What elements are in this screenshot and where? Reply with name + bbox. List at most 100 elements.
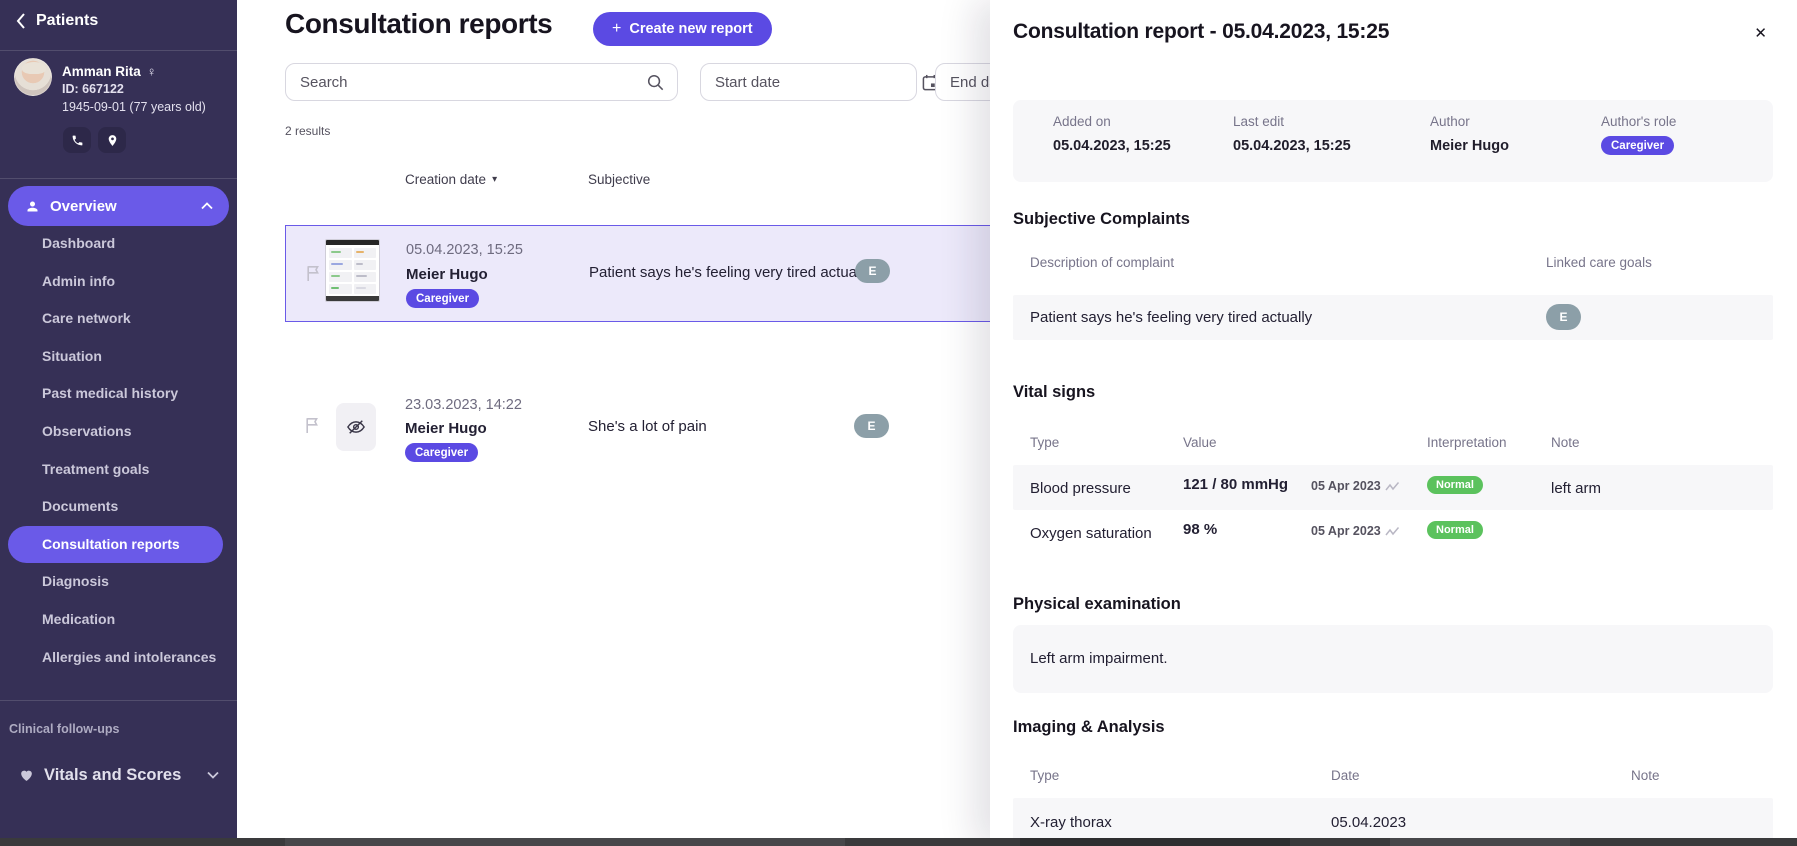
create-new-report-button[interactable]: + Create new report — [593, 12, 772, 46]
sidebar-divider — [0, 700, 237, 701]
patient-avatar — [14, 58, 52, 96]
interpretation-badge: Normal — [1427, 521, 1483, 539]
report-subjective: Patient says he's feeling very tired act… — [589, 264, 872, 281]
report-thumbnail — [325, 239, 380, 302]
flag-icon[interactable] — [305, 417, 319, 434]
trend-sparkline-icon[interactable] — [1385, 481, 1400, 492]
heart-icon — [21, 770, 32, 781]
sidebar-divider — [0, 178, 237, 179]
value-column-header: Value — [1183, 435, 1217, 450]
care-goal-badge: E — [854, 414, 889, 438]
imaging-type: X-ray thorax — [1030, 814, 1112, 831]
person-icon — [27, 201, 38, 211]
added-on-label: Added on — [1053, 114, 1111, 129]
sidebar-divider — [0, 50, 237, 51]
start-date-input[interactable] — [701, 73, 922, 91]
flag-icon[interactable] — [306, 265, 320, 282]
column-header-creation-date[interactable]: Creation date ▾ — [405, 172, 497, 187]
patient-id: ID: 667122 — [62, 82, 124, 96]
search-field — [285, 63, 678, 101]
female-icon: ♀ — [146, 64, 157, 79]
subjective-complaints-table: Description of complaint Linked care goa… — [1013, 255, 1773, 340]
date-column-header: Date — [1331, 768, 1360, 783]
vital-date: 05 Apr 2023 — [1311, 524, 1400, 538]
vitals-and-scores-label: Vitals and Scores — [44, 765, 182, 784]
search-input[interactable] — [286, 73, 647, 91]
location-pin-icon — [108, 134, 116, 146]
sidebar-item-allergies[interactable]: Allergies and intolerances — [42, 648, 217, 665]
interpretation-column-header: Interpretation — [1427, 435, 1507, 450]
back-label: Patients — [36, 12, 99, 29]
sidebar-item-past-medical-history[interactable]: Past medical history — [42, 385, 179, 402]
taskbar-segment — [1390, 838, 1570, 846]
report-date: 23.03.2023, 14:22 — [405, 397, 522, 413]
linked-care-goals-column-header: Linked care goals — [1546, 255, 1652, 270]
sidebar-item-admin-info[interactable]: Admin info — [42, 272, 116, 289]
sidebar-item-care-network[interactable]: Care network — [42, 310, 131, 327]
back-to-patients[interactable]: Patients — [16, 12, 98, 30]
location-button[interactable] — [98, 127, 126, 153]
sidebar-item-observations[interactable]: Observations — [42, 422, 132, 439]
report-author: Meier Hugo — [405, 420, 487, 437]
report-detail-panel: Consultation report - 05.04.2023, 15:25 … — [990, 0, 1797, 846]
added-on-value: 05.04.2023, 15:25 — [1053, 138, 1171, 154]
care-goal-badge: E — [1546, 304, 1581, 330]
phone-button[interactable] — [63, 127, 91, 153]
nav-section-vitals-and-scores[interactable]: Vitals and Scores — [0, 755, 237, 795]
plus-icon: + — [612, 20, 622, 37]
vital-type: Oxygen saturation — [1030, 525, 1152, 542]
chevron-down-icon — [207, 771, 219, 779]
sidebar: Patients Amman Rita ♀ ID: 667122 1945-09-… — [0, 0, 237, 846]
trend-sparkline-icon[interactable] — [1385, 526, 1400, 537]
page-title: Consultation reports — [285, 8, 553, 39]
interpretation-badge: Normal — [1427, 476, 1483, 494]
subjective-header-label: Subjective — [588, 172, 651, 187]
subjective-complaints-heading: Subjective Complaints — [1013, 210, 1190, 228]
sidebar-item-treatment-goals[interactable]: Treatment goals — [42, 460, 150, 477]
last-edit-label: Last edit — [1233, 114, 1285, 129]
vital-row-blood-pressure: Blood pressure 121 / 80 mmHg 05 Apr 2023… — [1013, 465, 1773, 510]
patient-name: Amman Rita ♀ — [62, 64, 157, 79]
last-edit-value: 05.04.2023, 15:25 — [1233, 138, 1351, 154]
sidebar-item-medication[interactable]: Medication — [42, 610, 116, 627]
report-subjective: She's a lot of pain — [588, 418, 707, 435]
report-meta-card: Added on 05.04.2023, 15:25 Last edit 05.… — [1013, 100, 1773, 182]
hidden-report-indicator[interactable] — [336, 403, 376, 451]
search-icon — [647, 74, 664, 90]
author-label: Author — [1430, 114, 1470, 129]
vital-signs-heading: Vital signs — [1013, 383, 1096, 401]
imaging-analysis-heading: Imaging & Analysis — [1013, 718, 1165, 736]
author-role-badge: Caregiver — [406, 289, 480, 308]
sidebar-item-dashboard[interactable]: Dashboard — [42, 235, 116, 251]
sidebar-item-situation[interactable]: Situation — [42, 347, 102, 364]
physical-examination-heading: Physical examination — [1013, 595, 1181, 613]
type-column-header: Type — [1030, 435, 1060, 450]
eye-off-icon — [347, 420, 365, 434]
vital-signs-table: Type Value Interpretation Note Blood pre… — [1013, 435, 1773, 555]
imaging-date: 05.04.2023 — [1331, 814, 1407, 831]
sidebar-nav: Dashboard Admin info Care network Situat… — [0, 225, 237, 676]
report-row-2[interactable]: 23.03.2023, 14:22 Meier Hugo Caregiver S… — [285, 378, 991, 475]
report-date: 05.04.2023, 15:25 — [406, 242, 523, 258]
care-goal-badge: E — [855, 259, 890, 283]
report-author: Meier Hugo — [406, 266, 488, 283]
description-column-header: Description of complaint — [1030, 255, 1175, 270]
sidebar-item-documents[interactable]: Documents — [42, 498, 119, 515]
taskbar-segment — [285, 838, 845, 846]
vital-value: 121 / 80 mmHg — [1183, 476, 1289, 493]
creation-date-header-label: Creation date — [405, 172, 487, 187]
author-role-label: Author's role — [1601, 114, 1677, 129]
note-column-header: Note — [1631, 768, 1660, 783]
start-date-field — [700, 63, 939, 101]
close-icon[interactable]: ✕ — [1754, 25, 1767, 42]
patient-name-text: Amman Rita — [62, 64, 141, 79]
nav-section-overview[interactable]: Overview — [8, 186, 229, 226]
author-role-badge: Caregiver — [405, 443, 479, 462]
sidebar-item-diagnosis[interactable]: Diagnosis — [42, 573, 109, 590]
sidebar-item-consultation-reports[interactable]: Consultation reports — [8, 525, 223, 564]
report-row-1[interactable]: 05.04.2023, 15:25 Meier Hugo Caregiver P… — [285, 225, 991, 322]
physical-examination-text: Left arm impairment. — [1030, 650, 1168, 667]
patient-actions — [63, 127, 126, 153]
chevron-up-icon — [201, 202, 213, 210]
clinical-followups-label: Clinical follow-ups — [9, 722, 120, 736]
